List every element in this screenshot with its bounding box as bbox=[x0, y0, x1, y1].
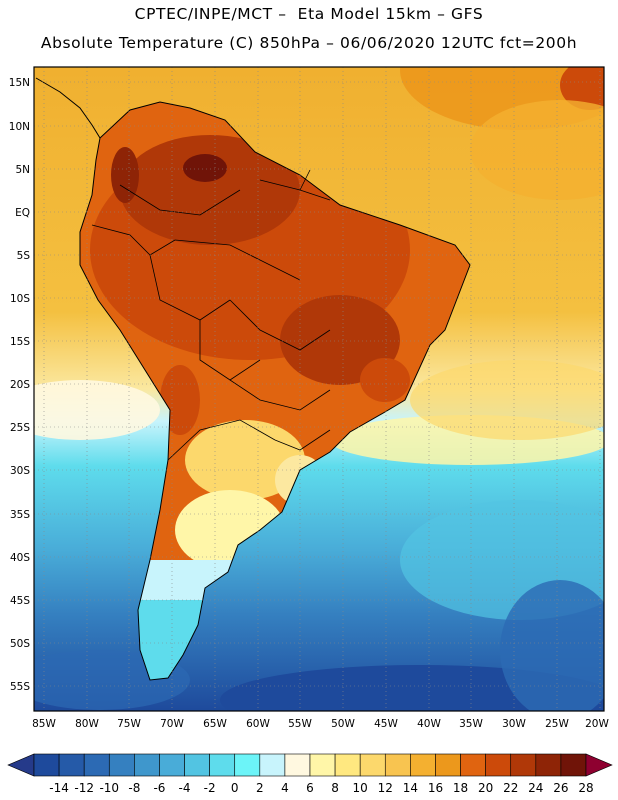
lat-label: EQ bbox=[15, 207, 30, 219]
colorbar-label: -14 bbox=[49, 781, 69, 795]
lon-label: 85W bbox=[32, 718, 56, 730]
colorbar-swatch bbox=[83, 753, 110, 777]
colorbar-swatch bbox=[108, 753, 135, 777]
colorbar-label: 2 bbox=[256, 781, 264, 795]
colorbar-swatch bbox=[359, 753, 386, 777]
colorbar-swatch bbox=[410, 753, 436, 777]
colorbar-label: 10 bbox=[353, 781, 368, 795]
colorbar-swatch bbox=[134, 753, 160, 777]
colorbar-label: -8 bbox=[128, 781, 140, 795]
lat-label: 45S bbox=[10, 595, 30, 607]
latitude-labels: 15N 10N 5N EQ 5S 10S 15S 20S 25S 30S 35S… bbox=[9, 77, 31, 693]
colorbar-swatch bbox=[334, 753, 361, 777]
colorbar-swatch bbox=[384, 753, 411, 777]
colorbar-swatch bbox=[309, 753, 336, 777]
colorbar-label: 18 bbox=[453, 781, 468, 795]
lat-label: 55S bbox=[10, 681, 30, 693]
lat-label: 15N bbox=[9, 77, 30, 89]
lon-label: 75W bbox=[117, 718, 141, 730]
lat-label: 20S bbox=[10, 379, 30, 391]
lon-label: 20W bbox=[585, 718, 609, 730]
map-title-line2: Absolute Temperature (C) 850hPa – 06/06/… bbox=[40, 34, 578, 52]
colorbar-swatch bbox=[535, 753, 562, 777]
shaded-field bbox=[34, 67, 604, 711]
colorbar-label: 6 bbox=[306, 781, 314, 795]
lat-label: 30S bbox=[10, 465, 30, 477]
colorbar-label: 26 bbox=[553, 781, 568, 795]
lat-label: 5S bbox=[17, 250, 31, 262]
colorbar-swatch bbox=[284, 753, 311, 777]
colorbar-swatch bbox=[460, 753, 486, 777]
lon-label: 65W bbox=[203, 718, 227, 730]
colorbar-swatch bbox=[33, 753, 60, 777]
lat-label: 50S bbox=[10, 638, 30, 650]
lon-label: 25W bbox=[545, 718, 569, 730]
lat-label: 40S bbox=[10, 552, 30, 564]
lat-label: 10N bbox=[9, 121, 30, 133]
map-title-line1: CPTEC/INPE/MCT – Eta Model 15km – GFS bbox=[134, 5, 484, 23]
colorbar-label: 20 bbox=[478, 781, 493, 795]
colorbar-label: -2 bbox=[204, 781, 216, 795]
colorbar-swatch bbox=[435, 753, 461, 777]
colorbar: -14 -12 -10 -8 -6 -4 -2 0 2 4 6 8 10 12 14 16 18 20 22 24 26… bbox=[7, 753, 613, 795]
colorbar-label: 12 bbox=[378, 781, 393, 795]
colorbar-label: -12 bbox=[74, 781, 94, 795]
lon-label: 45W bbox=[374, 718, 398, 730]
colorbar-swatch bbox=[159, 753, 185, 777]
lon-label: 40W bbox=[417, 718, 441, 730]
colorbar-swatch bbox=[510, 753, 537, 777]
lon-label: 70W bbox=[160, 718, 184, 730]
colorbar-label: -6 bbox=[153, 781, 165, 795]
colorbar-label: 0 bbox=[231, 781, 239, 795]
lon-label: 80W bbox=[75, 718, 99, 730]
colorbar-over-triangle bbox=[585, 753, 613, 777]
lat-label: 25S bbox=[10, 422, 30, 434]
colorbar-swatch bbox=[184, 753, 210, 777]
colorbar-label: 24 bbox=[528, 781, 543, 795]
longitude-labels: 85W 80W 75W 70W 65W 60W 55W 50W 45W 40W … bbox=[32, 718, 609, 730]
lat-label: 15S bbox=[10, 336, 30, 348]
colorbar-label: 4 bbox=[281, 781, 289, 795]
lon-label: 55W bbox=[288, 718, 312, 730]
colorbar-label: 14 bbox=[403, 781, 418, 795]
colorbar-label: 22 bbox=[503, 781, 518, 795]
lon-label: 35W bbox=[459, 718, 483, 730]
lon-label: 60W bbox=[246, 718, 270, 730]
colorbar-swatch bbox=[485, 753, 512, 777]
lat-label: 35S bbox=[10, 509, 30, 521]
colorbar-swatch bbox=[560, 753, 587, 777]
colorbar-swatch bbox=[234, 753, 261, 777]
map-frame bbox=[33, 66, 605, 712]
colorbar-label: 16 bbox=[428, 781, 443, 795]
lat-label: 10S bbox=[10, 293, 30, 305]
colorbar-swatch bbox=[259, 753, 286, 777]
colorbar-swatch bbox=[209, 753, 236, 777]
lon-label: 30W bbox=[502, 718, 526, 730]
lat-label: 5N bbox=[15, 164, 30, 176]
colorbar-under-triangle bbox=[7, 753, 35, 777]
colorbar-label: -4 bbox=[179, 781, 191, 795]
colorbar-label: 28 bbox=[578, 781, 593, 795]
colorbar-label: 8 bbox=[331, 781, 339, 795]
colorbar-swatch bbox=[58, 753, 85, 777]
lon-label: 50W bbox=[331, 718, 355, 730]
colorbar-label: -10 bbox=[99, 781, 119, 795]
